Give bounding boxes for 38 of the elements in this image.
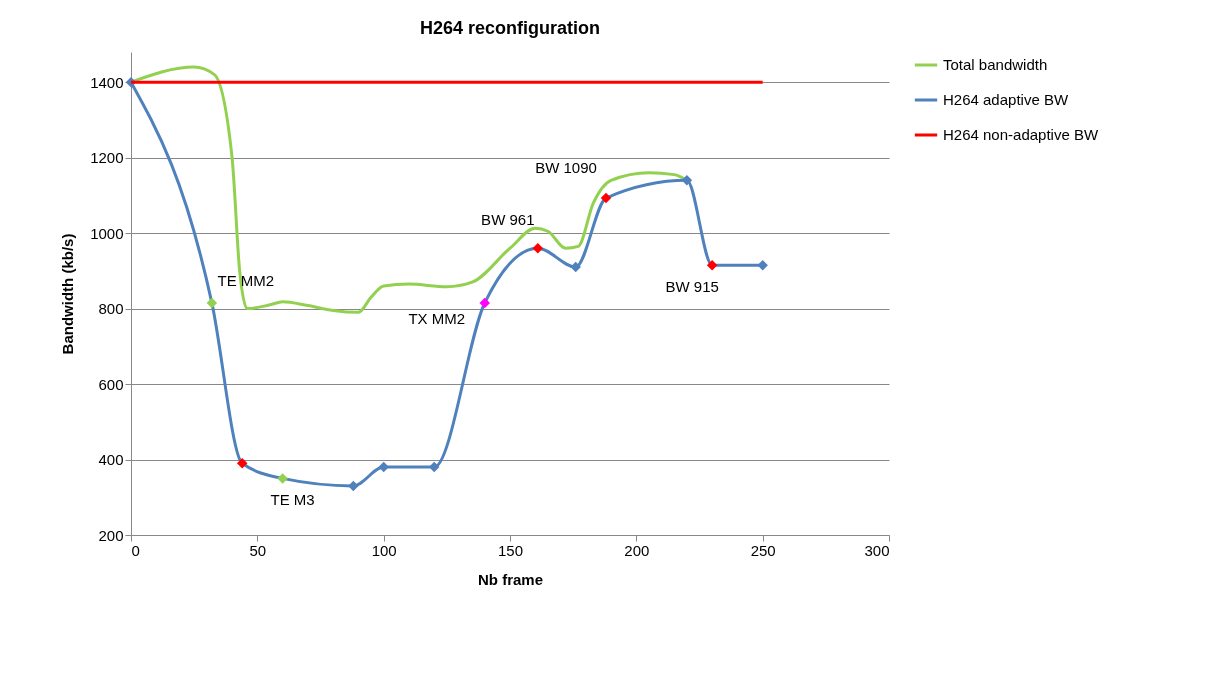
point — [277, 473, 288, 484]
x-axis-title: Nb frame — [477, 570, 544, 588]
annotation: TX MM2 — [408, 309, 466, 327]
legend-label: H264 adaptive BW — [943, 91, 1069, 108]
point — [570, 261, 581, 273]
y-tick-label: 200 — [98, 526, 124, 544]
chart-title: H264 reconfiguration — [419, 18, 601, 38]
legend-label: H264 non-adaptive BW — [943, 126, 1099, 143]
point — [206, 297, 218, 309]
y-tick-label: 800 — [98, 300, 124, 318]
annotation: TE M3 — [270, 491, 315, 509]
annotation: BW 961 — [481, 211, 535, 229]
point — [532, 242, 544, 254]
x-tick-label: 250 — [750, 541, 776, 559]
x-tick-label: 200 — [624, 541, 650, 559]
y-tick-label: 400 — [98, 451, 124, 469]
x-tick-label: 300 — [864, 541, 890, 559]
x-tick-label: 100 — [371, 541, 397, 559]
annotation: BW 915 — [665, 278, 719, 296]
y-tick-label: 1400 — [90, 73, 124, 91]
y-tick-label: 600 — [98, 375, 124, 393]
point — [236, 458, 248, 469]
point — [479, 297, 490, 309]
x-tick-label: 150 — [497, 541, 524, 559]
point — [378, 461, 389, 473]
y-tick-label: 1000 — [90, 224, 124, 242]
point — [757, 259, 768, 271]
legend-label: Total bandwidth — [943, 56, 1048, 73]
annotation: TE MM2 — [217, 271, 275, 289]
point — [600, 192, 612, 204]
x-tick-label: 50 — [249, 541, 267, 559]
annotation: BW 1090 — [535, 159, 597, 177]
point — [706, 259, 718, 271]
y-tick-label: 1200 — [90, 149, 124, 167]
point — [681, 175, 693, 186]
x-tick-label: 0 — [131, 541, 140, 559]
y-axis-title: Bandwidth (kb/s) — [59, 233, 77, 355]
point — [348, 480, 359, 492]
